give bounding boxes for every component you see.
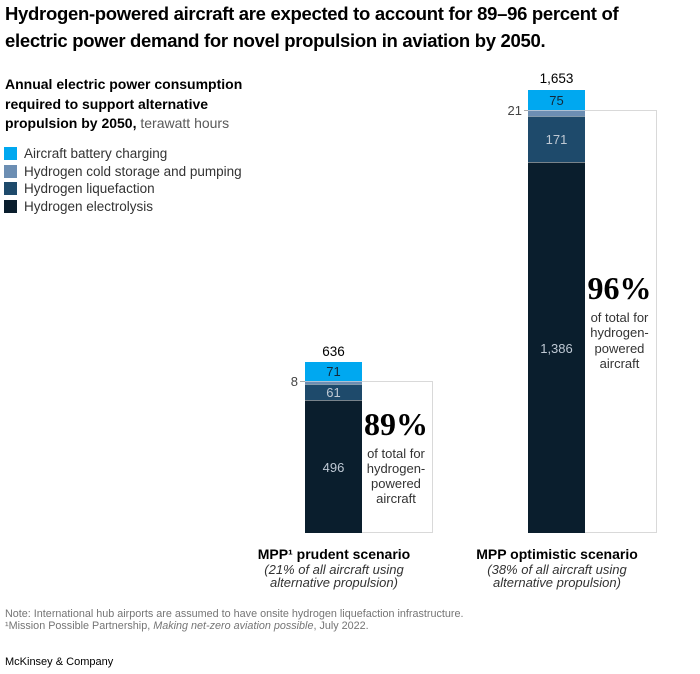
segment-value: 75	[549, 92, 564, 108]
footnote-note: Note: International hub airports are ass…	[5, 608, 464, 620]
legend-label: Hydrogen electrolysis	[24, 199, 154, 215]
chart-subtitle-line3-bold: propulsion by 2050,	[5, 115, 137, 131]
footnote-source-title: Making net-zero aviation possible	[153, 619, 314, 632]
footnote-source: ¹Mission Possible Partnership, Making ne…	[5, 619, 464, 633]
pct-desc-line: of total for	[367, 445, 425, 461]
footnote-source-suffix: , July 2022.	[313, 619, 369, 632]
pct-content-prudent: 89% of total for hydrogen- powered aircr…	[360, 382, 432, 532]
pct-desc-prudent: of total for hydrogen- powered aircraft	[367, 446, 426, 507]
mckinsey-brand-wordmark: McKinsey & Company	[5, 656, 114, 668]
page-title-line1: Hydrogen-powered aircraft are expected t…	[5, 3, 619, 24]
chart-subtitle: Annual electric power consumption requir…	[5, 75, 242, 134]
category-subtitle-line: alternative propulsion)	[493, 575, 621, 591]
category-subtitle-line: (38% of all aircraft using	[487, 561, 627, 577]
chart-unit-label: terawatt hours	[140, 115, 230, 131]
legend-swatch-electrolysis-icon	[4, 200, 17, 214]
legend-item-battery-charging: Aircraft battery charging	[4, 145, 242, 163]
pct-desc-line: hydrogen-	[590, 325, 649, 341]
segment-liquefaction: 61	[305, 384, 362, 400]
footnote: Note: International hub airports are ass…	[5, 608, 464, 633]
segment-value: 496	[322, 459, 345, 475]
legend-label: Hydrogen liquefaction	[24, 181, 155, 197]
page-title: Hydrogen-powered aircraft are expected t…	[5, 1, 619, 54]
segment-value: 171	[545, 132, 568, 147]
chart-subtitle-line1: Annual electric power consumption	[5, 76, 243, 92]
segment-battery-charging: 71	[305, 362, 362, 381]
segment-battery-charging: 75	[528, 90, 585, 110]
pct-desc-line: aircraft	[599, 355, 640, 371]
legend: Aircraft battery charging Hydrogen cold …	[4, 145, 242, 215]
segment-cold-storage	[528, 110, 585, 116]
legend-label: Aircraft battery charging	[24, 146, 168, 162]
callout-value-optimistic: 21	[507, 103, 522, 118]
category-label-optimistic: MPP optimistic scenario (38% of all airc…	[452, 546, 662, 590]
pct-desc-line: powered	[594, 340, 645, 356]
legend-item-electrolysis: Hydrogen electrolysis	[4, 198, 242, 216]
pct-desc-line: aircraft	[376, 491, 416, 507]
pct-value-optimistic: 96%	[587, 270, 652, 307]
callout-leader-line	[524, 110, 528, 111]
pct-desc-line: of total for	[590, 310, 649, 326]
pct-desc-optimistic: of total for hydrogen- powered aircraft	[590, 310, 649, 371]
callout-value-prudent: 8	[290, 374, 298, 389]
segment-cold-storage	[305, 381, 362, 384]
chart-subtitle-line2: required to support alternative	[5, 95, 209, 112]
legend-item-liquefaction: Hydrogen liquefaction	[4, 180, 242, 198]
legend-swatch-cold-storage-icon	[4, 164, 17, 178]
segment-value: 71	[326, 364, 341, 379]
pct-content-optimistic: 96% of total for hydrogen- powered aircr…	[583, 111, 656, 532]
segment-electrolysis: 1,386	[528, 162, 585, 533]
pct-desc-line: hydrogen-	[366, 460, 426, 476]
page-title-line2: electric power demand for novel propulsi…	[5, 29, 546, 51]
callout-leader-line	[300, 381, 305, 382]
stacked-bar-prudent: 71 61 496	[305, 362, 362, 533]
chart-subtitle-line3: propulsion by 2050, terawatt hours	[5, 114, 242, 134]
bar-total-optimistic: 1,653	[539, 71, 574, 86]
legend-swatch-battery-charging-icon	[4, 147, 17, 161]
category-subtitle-line: (21% of all aircraft using	[264, 561, 404, 577]
footnote-source-prefix: ¹Mission Possible Partnership,	[5, 619, 154, 632]
segment-value: 61	[326, 385, 341, 400]
bar-total-prudent: 636	[322, 344, 345, 359]
pct-value-prudent: 89%	[364, 405, 428, 442]
category-title: MPP optimistic scenario	[476, 546, 638, 562]
segment-electrolysis: 496	[305, 400, 362, 533]
legend-swatch-liquefaction-icon	[4, 182, 17, 196]
category-title: MPP¹ prudent scenario	[257, 546, 411, 562]
segment-value: 1,386	[540, 340, 573, 356]
category-label-prudent: MPP¹ prudent scenario (21% of all aircra…	[229, 546, 439, 590]
pct-desc-line: powered	[371, 476, 421, 491]
segment-liquefaction: 171	[528, 116, 585, 162]
legend-item-cold-storage: Hydrogen cold storage and pumping	[4, 163, 242, 181]
legend-label: Hydrogen cold storage and pumping	[24, 163, 242, 179]
category-subtitle-line: alternative propulsion)	[270, 575, 398, 591]
stacked-bar-optimistic: 75 171 1,386	[528, 90, 585, 533]
